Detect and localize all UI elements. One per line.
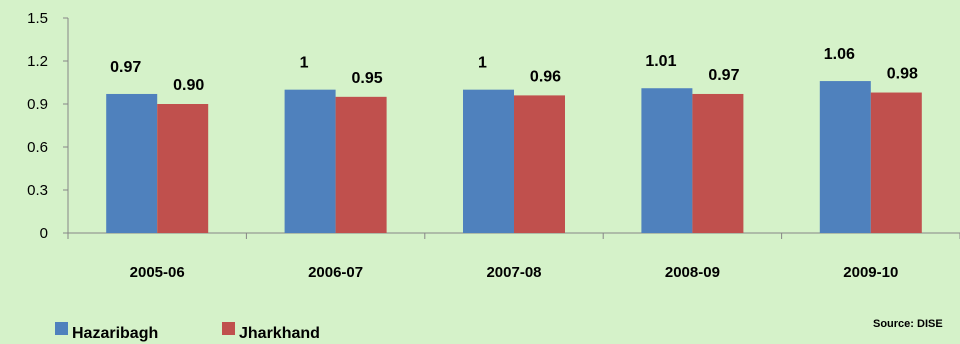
data-label-hazaribagh: 0.97	[110, 59, 141, 76]
legend-label-hazaribagh: Hazaribagh	[72, 325, 158, 342]
y-tick-label: 0.9	[27, 96, 48, 113]
x-category-label: 2005-06	[130, 264, 185, 281]
legend-swatch-hazaribagh	[55, 322, 68, 335]
y-axis: 0 0.3 0.6 0.9 1.2 1.5	[27, 10, 69, 242]
data-label-hazaribagh: 1.06	[824, 46, 855, 63]
bar-hazaribagh	[819, 81, 871, 233]
bar-hazaribagh	[106, 93, 158, 233]
x-category-label: 2006-07	[308, 264, 363, 281]
bar-jharkhand	[870, 92, 922, 234]
data-label-jharkhand: 0.95	[352, 70, 383, 87]
bar-hazaribagh	[463, 89, 514, 234]
data-label-hazaribagh: 1	[300, 55, 309, 72]
bar-jharkhand	[692, 93, 744, 233]
bar-hazaribagh	[641, 88, 693, 233]
y-tick-label: 0	[40, 225, 48, 242]
bar-jharkhand	[514, 95, 565, 234]
x-category-label: 2008-09	[665, 264, 720, 281]
x-category-label: 2007-08	[486, 264, 541, 281]
source-note: Source: DISE	[873, 318, 943, 330]
legend: Hazaribagh Jharkhand	[55, 322, 320, 342]
y-tick-label: 0.6	[27, 139, 48, 156]
y-tick-label: 1.2	[27, 53, 48, 70]
x-category-label: 2009-10	[843, 264, 898, 281]
data-label-hazaribagh: 1	[478, 55, 487, 72]
bar-jharkhand	[335, 96, 387, 233]
data-label-jharkhand: 0.97	[708, 67, 739, 84]
legend-label-jharkhand: Jharkhand	[239, 325, 320, 342]
legend-swatch-jharkhand	[222, 322, 235, 335]
data-label-jharkhand: 0.98	[887, 66, 918, 83]
bar-hazaribagh	[284, 89, 336, 234]
data-label-hazaribagh: 1.01	[645, 53, 676, 70]
bars	[106, 81, 922, 234]
x-axis: 2005-06 2006-07 2007-08 2008-09 2009-10	[67, 232, 960, 281]
y-tick-label: 0.3	[27, 182, 48, 199]
data-label-jharkhand: 0.96	[530, 68, 561, 85]
bar-jharkhand	[157, 104, 209, 233]
y-tick-label: 1.5	[27, 10, 48, 27]
data-labels: 0.97 0.90 1 0.95 1 0.96 1.01 0.97 1.06 0.98	[110, 46, 918, 94]
data-label-jharkhand: 0.90	[173, 77, 204, 94]
